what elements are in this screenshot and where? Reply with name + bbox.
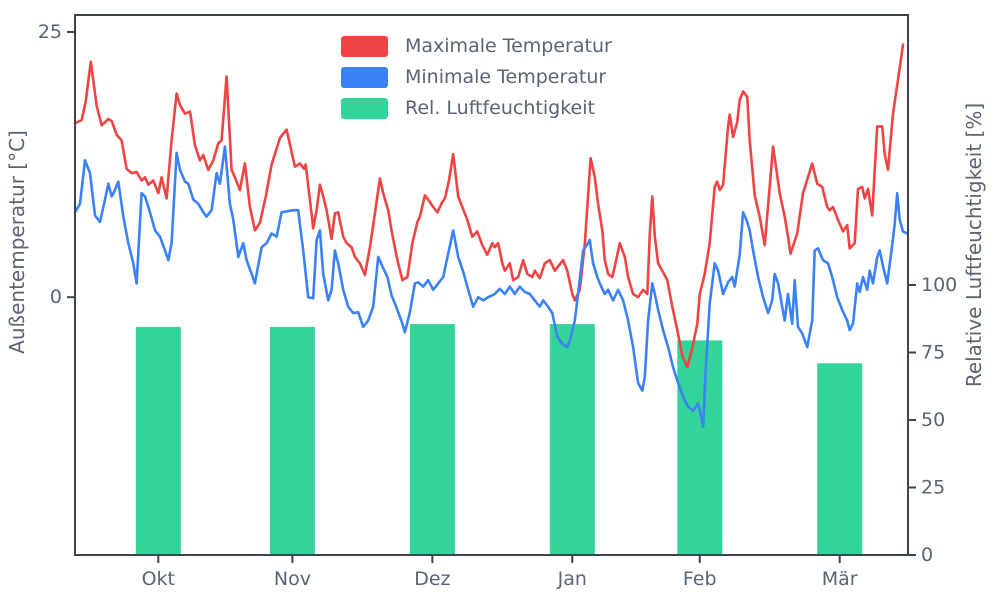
right-axis-tick-label-0: 0	[921, 544, 933, 566]
rel-luftfeuchtigkeit-bar-feb	[677, 340, 723, 555]
minimale-temperatur-line	[73, 145, 909, 428]
left-axis-tick-label-25: 25	[38, 21, 62, 43]
x-axis-tick-label-jan: Jan	[557, 568, 587, 590]
legend-label-max-temperature: Maximale Temperatur	[405, 35, 612, 57]
right-axis-title: Relative Luftfeuchtigkeit [%]	[962, 102, 986, 388]
legend-swatch-max-temperature	[341, 36, 388, 57]
x-axis-tick-label-feb: Feb	[683, 568, 717, 590]
maximale-temperatur-line	[73, 43, 905, 369]
rel-luftfeuchtigkeit-bar-dez	[409, 324, 455, 555]
legend-label-min-temperature: Minimale Temperatur	[405, 66, 607, 88]
legend-item-max-temperature: Maximale Temperatur	[341, 31, 612, 62]
x-axis-tick-label-nov: Nov	[274, 568, 311, 590]
legend-swatch-rel-humidity	[341, 98, 388, 119]
rel-luftfeuchtigkeit-bar-okt	[135, 326, 181, 555]
right-axis-tick-label-100: 100	[921, 274, 957, 296]
x-axis-tick-label-m-r: Mär	[822, 568, 858, 590]
rel-luftfeuchtigkeit-bar-jan	[549, 324, 595, 555]
right-axis-tick-label-50: 50	[921, 409, 945, 431]
legend-swatch-min-temperature	[341, 67, 388, 88]
chart-legend: Maximale Temperatur Minimale Temperatur …	[341, 31, 612, 124]
left-axis-tick-label-0: 0	[50, 286, 62, 308]
x-axis-tick-label-dez: Dez	[414, 568, 450, 590]
legend-label-rel-humidity: Rel. Luftfeuchtigkeit	[405, 97, 595, 119]
right-axis-tick-label-75: 75	[921, 342, 945, 364]
right-axis-tick-label-25: 25	[921, 477, 945, 499]
rel-luftfeuchtigkeit-bar-m-r	[817, 363, 863, 555]
legend-item-rel-humidity: Rel. Luftfeuchtigkeit	[341, 93, 612, 124]
rel-luftfeuchtigkeit-bar-nov	[269, 326, 315, 555]
x-axis-tick-label-okt: Okt	[142, 568, 175, 590]
left-axis-title: Außentemperatur [°C]	[5, 130, 29, 354]
legend-item-min-temperature: Minimale Temperatur	[341, 62, 612, 93]
